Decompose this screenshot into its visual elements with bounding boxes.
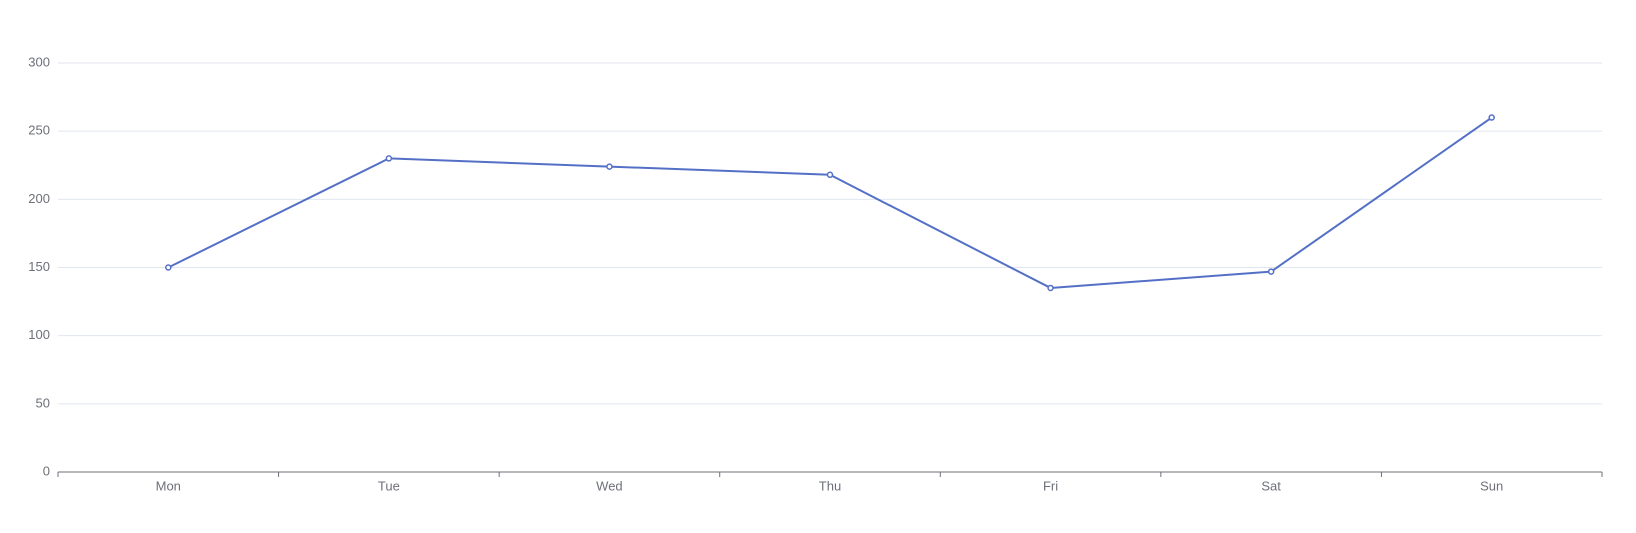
x-tick-label: Thu <box>819 478 841 493</box>
data-point <box>826 171 834 179</box>
x-tick-label: Sun <box>1480 478 1503 493</box>
data-point <box>1267 268 1275 275</box>
data-point <box>385 155 393 162</box>
x-tick-label: Tue <box>378 478 400 493</box>
y-tick-label: 250 <box>28 123 50 138</box>
data-point <box>606 163 613 170</box>
x-tick-label: Wed <box>596 478 623 493</box>
data-point <box>1488 114 1495 121</box>
data-point <box>1047 284 1054 292</box>
x-tick-label: Fri <box>1043 478 1058 493</box>
series-line <box>167 116 1493 289</box>
y-tick-label: 300 <box>28 54 50 69</box>
y-tick-label: 0 <box>43 463 50 478</box>
y-tick-label: 200 <box>28 191 50 206</box>
y-tick-label: 50 <box>36 395 50 410</box>
x-tick-label: Mon <box>156 478 181 493</box>
y-tick-label: 100 <box>28 327 50 342</box>
data-point <box>165 264 172 271</box>
x-tick-label: Sat <box>1261 478 1281 493</box>
y-tick-label: 150 <box>28 259 50 274</box>
